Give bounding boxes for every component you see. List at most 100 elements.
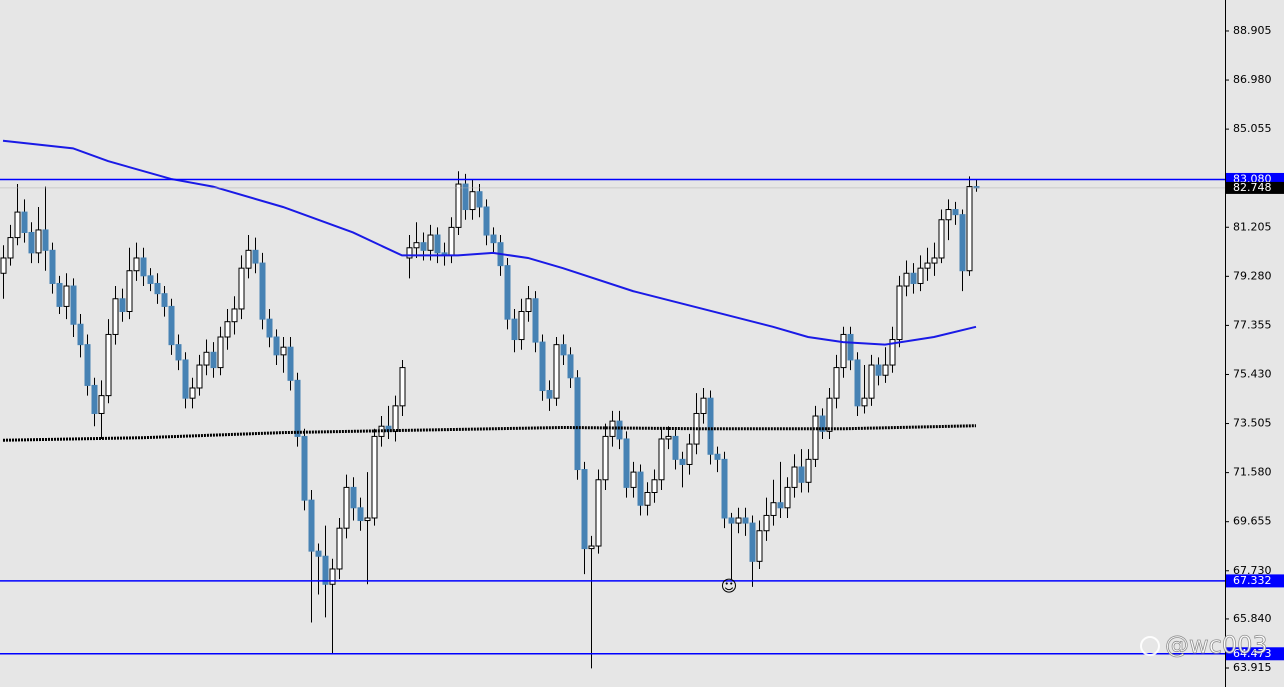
watermark-logo xyxy=(1140,636,1160,656)
candle-body xyxy=(252,249,259,264)
candle-body xyxy=(735,517,742,524)
candle-body xyxy=(588,545,595,550)
candle-body xyxy=(840,333,847,369)
candle-body xyxy=(91,384,98,414)
candle-body xyxy=(490,234,497,244)
candle-body xyxy=(847,333,854,361)
candle-body xyxy=(546,390,553,399)
candle-body xyxy=(70,285,77,325)
y-tick-label: 88.905 xyxy=(1233,24,1272,37)
candle-body xyxy=(154,282,161,295)
candle-body xyxy=(630,471,637,488)
candle-body xyxy=(784,486,791,509)
candle-body xyxy=(686,443,693,465)
candle-body xyxy=(812,415,819,460)
price-axis: 88.905 86.980 85.055 81.205 79.280 77.355 75.4… xyxy=(1225,24,1284,674)
candle-body xyxy=(350,486,357,509)
candle-body xyxy=(665,435,672,440)
candle-body xyxy=(714,453,721,460)
candle-body xyxy=(371,435,378,519)
candle-body xyxy=(35,229,42,254)
candle-body xyxy=(763,514,770,532)
candle-body xyxy=(182,359,189,399)
candle-body xyxy=(623,438,630,488)
candle-body xyxy=(476,191,483,208)
candle-body xyxy=(322,555,329,585)
candle-body xyxy=(819,415,826,432)
annotation: ☺ xyxy=(721,577,738,596)
candle-body xyxy=(749,522,756,562)
candle-body xyxy=(567,354,574,379)
candle-body xyxy=(231,308,238,323)
level-label: 67.332 xyxy=(1233,574,1272,587)
candle-body xyxy=(294,379,301,437)
y-tick-label: 63.915 xyxy=(1233,661,1272,674)
candle-body xyxy=(427,234,434,251)
candle-body xyxy=(42,229,49,251)
last-price-label: 82.748 xyxy=(1233,181,1272,194)
candle-body xyxy=(315,550,322,557)
candle-body xyxy=(343,486,350,529)
candle-body xyxy=(399,367,406,407)
candle-body xyxy=(0,257,7,274)
watermark: @wc003 xyxy=(1165,631,1268,659)
candle-body xyxy=(105,333,112,397)
candle-body xyxy=(126,270,133,313)
candle-body xyxy=(805,458,812,483)
y-tick-label: 77.355 xyxy=(1233,318,1272,331)
level-label-box xyxy=(1226,574,1284,588)
candle-body xyxy=(63,285,70,307)
candle-body xyxy=(49,249,56,284)
candle-body xyxy=(406,247,413,259)
candle-body xyxy=(245,249,252,269)
candle-body xyxy=(56,282,63,307)
level-label: 64.473 xyxy=(1233,647,1272,660)
y-tick-label: 79.280 xyxy=(1233,269,1272,282)
candle-body xyxy=(133,257,140,272)
candle-body xyxy=(364,517,371,522)
candle-body xyxy=(308,499,315,552)
candle-body xyxy=(287,346,294,381)
y-tick-label: 75.430 xyxy=(1233,367,1272,380)
candle-body xyxy=(952,209,959,216)
y-tick-label: 81.205 xyxy=(1233,220,1272,233)
candle-body xyxy=(574,377,581,471)
candle-body xyxy=(917,267,924,284)
candle-body xyxy=(581,469,588,550)
candle-body xyxy=(644,491,651,506)
level-label-box xyxy=(1226,647,1284,661)
plot-area xyxy=(0,139,1225,669)
candle-body xyxy=(868,364,875,399)
candle-body xyxy=(455,183,462,228)
candle-body xyxy=(161,293,168,307)
candle-body xyxy=(77,323,84,346)
candle-body xyxy=(721,458,728,519)
y-tick-label: 71.580 xyxy=(1233,466,1272,479)
candle-body xyxy=(462,183,469,211)
candle-body xyxy=(448,226,455,256)
candle-body xyxy=(420,242,427,251)
candle-body xyxy=(224,321,231,338)
candle-body xyxy=(700,397,707,414)
candle-body xyxy=(896,285,903,341)
candle-body xyxy=(259,262,266,320)
y-tick-label: 67.730 xyxy=(1233,564,1272,577)
y-tick-label: 85.055 xyxy=(1233,122,1272,135)
candle-body xyxy=(672,435,679,460)
candle-body xyxy=(413,242,420,249)
candle-body xyxy=(112,298,119,335)
candle-body xyxy=(238,267,245,310)
candle-body xyxy=(861,397,868,407)
candle-body xyxy=(637,471,644,506)
candle-body xyxy=(483,206,490,236)
candle-body xyxy=(833,367,840,399)
candle-body xyxy=(140,257,147,277)
candle-body xyxy=(602,435,609,481)
candle-body xyxy=(525,298,532,313)
candle-body xyxy=(210,351,217,369)
candle-body xyxy=(147,275,154,284)
candle-body xyxy=(791,466,798,488)
candle-body xyxy=(28,231,35,254)
